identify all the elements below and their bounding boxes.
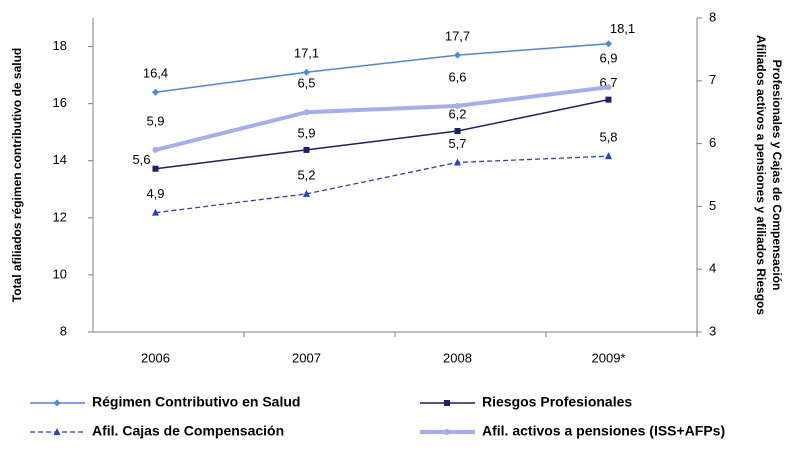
marker <box>53 399 61 407</box>
marker <box>152 208 159 216</box>
marker <box>605 40 612 48</box>
data-label: 4,9 <box>146 186 164 201</box>
data-label: 18,1 <box>610 21 635 36</box>
y2-axis-title: Afiliados activos a pensiones y afiliado… <box>754 35 768 315</box>
marker <box>605 152 612 160</box>
marker <box>303 68 310 76</box>
y-tick-label: 16 <box>53 95 67 110</box>
marker <box>454 102 461 109</box>
data-label: 6,9 <box>599 51 617 66</box>
marker <box>454 158 461 166</box>
series-line <box>155 98 609 170</box>
data-label: 5,9 <box>146 113 164 128</box>
legend-label: Afil. Cajas de Compensación <box>92 423 284 439</box>
legend-label: Riesgos Profesionales <box>482 394 632 410</box>
y-tick-label: 14 <box>53 152 67 167</box>
y2-tick-label: 3 <box>709 323 716 338</box>
y2-tick-label: 5 <box>709 198 716 213</box>
y2-axis-title: Profesionales y Cajas de Compensación <box>770 60 784 291</box>
x-tick-label: 2007 <box>292 350 321 365</box>
y2-tick-label: 8 <box>709 9 716 24</box>
marker <box>152 165 159 172</box>
marker <box>605 84 612 91</box>
data-label: 16,4 <box>143 66 168 81</box>
y-tick-label: 10 <box>53 266 67 281</box>
y2-tick-label: 6 <box>709 135 716 150</box>
y2-tick-label: 7 <box>709 72 716 87</box>
data-label: 17,1 <box>294 46 319 61</box>
legend-label: Régimen Contributivo en Salud <box>92 394 300 410</box>
data-label: 5,9 <box>297 125 315 140</box>
x-tick-label: 2006 <box>141 350 170 365</box>
y-tick-label: 8 <box>60 323 67 338</box>
marker <box>444 400 450 406</box>
y2-tick-label: 4 <box>709 261 716 276</box>
y-axis-title: Total afiliados régimen contributivo de … <box>10 48 24 302</box>
x-tick-label: 2009* <box>592 350 626 365</box>
x-tick-label: 2008 <box>443 350 472 365</box>
data-label: 6,5 <box>297 76 315 91</box>
data-label: 5,6 <box>132 152 150 167</box>
data-label: 5,8 <box>599 130 617 145</box>
marker <box>454 51 461 59</box>
marker <box>53 428 61 435</box>
y-tick-label: 18 <box>53 38 67 53</box>
marker <box>152 146 159 153</box>
marker <box>444 429 450 435</box>
data-label: 6,2 <box>448 106 466 121</box>
legend-label: Afil. activos a pensiones (ISS+AFPs) <box>482 423 725 439</box>
series-line <box>155 155 609 214</box>
marker <box>303 109 310 116</box>
y-tick-label: 12 <box>53 209 67 224</box>
marker <box>605 96 612 103</box>
series-line <box>155 85 609 152</box>
series-line <box>155 42 609 93</box>
data-label: 5,2 <box>297 167 315 182</box>
data-label: 17,7 <box>445 29 470 44</box>
marker <box>454 128 461 135</box>
marker <box>303 146 310 153</box>
data-label: 5,7 <box>448 136 466 151</box>
data-label: 6,6 <box>448 69 466 84</box>
marker <box>303 189 310 197</box>
marker <box>152 88 159 96</box>
